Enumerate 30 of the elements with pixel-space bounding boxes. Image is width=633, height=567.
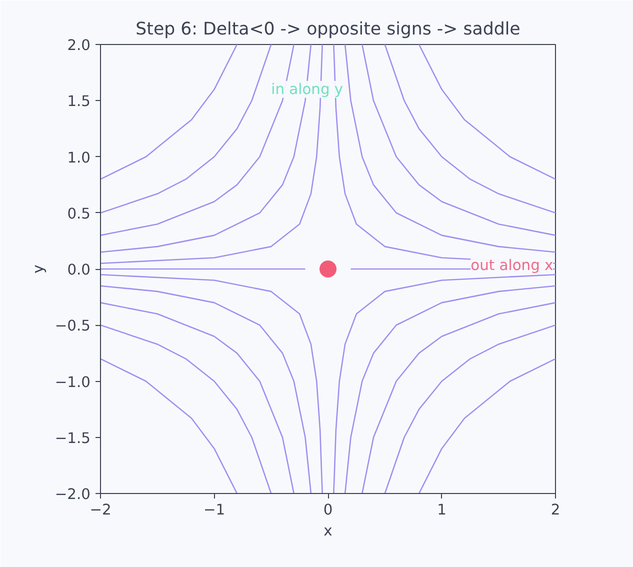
y-tick-label: −1.5 bbox=[54, 430, 91, 447]
line-series bbox=[100, 44, 238, 180]
y-tick-label: 0.0 bbox=[67, 262, 91, 278]
x-tick-label: 0 bbox=[323, 502, 333, 518]
line-series bbox=[361, 44, 556, 236]
y-axis-title: y bbox=[30, 264, 47, 274]
line-series bbox=[100, 358, 238, 494]
y-tick-label: −2.0 bbox=[54, 486, 91, 503]
x-tick-label: −1 bbox=[203, 502, 226, 518]
line-series bbox=[384, 324, 556, 494]
chart-title: Step 6: Delta<0 -> opposite signs -> saddle bbox=[136, 20, 520, 40]
line-series bbox=[418, 358, 556, 494]
y-tick-label: 2.0 bbox=[67, 37, 91, 54]
y-tick-label: 0.5 bbox=[67, 205, 91, 222]
line-series bbox=[100, 302, 295, 494]
x-tick-label: 2 bbox=[550, 502, 560, 518]
x-axis-title: x bbox=[324, 522, 333, 540]
line-series bbox=[418, 44, 556, 180]
line-series bbox=[100, 324, 272, 494]
x-tick-label: −2 bbox=[90, 502, 112, 518]
annotation: in along y bbox=[271, 80, 344, 98]
y-tick-label: 1.0 bbox=[67, 149, 91, 166]
y-tick-label: 1.5 bbox=[67, 93, 91, 110]
x-tick-label: 1 bbox=[437, 502, 446, 518]
annotation: out along x bbox=[470, 257, 554, 274]
line-series bbox=[361, 302, 556, 494]
y-tick-label: −1.0 bbox=[54, 374, 91, 391]
line-series bbox=[100, 44, 272, 214]
y-tick-label: −0.5 bbox=[54, 318, 91, 335]
line-series bbox=[384, 44, 556, 214]
